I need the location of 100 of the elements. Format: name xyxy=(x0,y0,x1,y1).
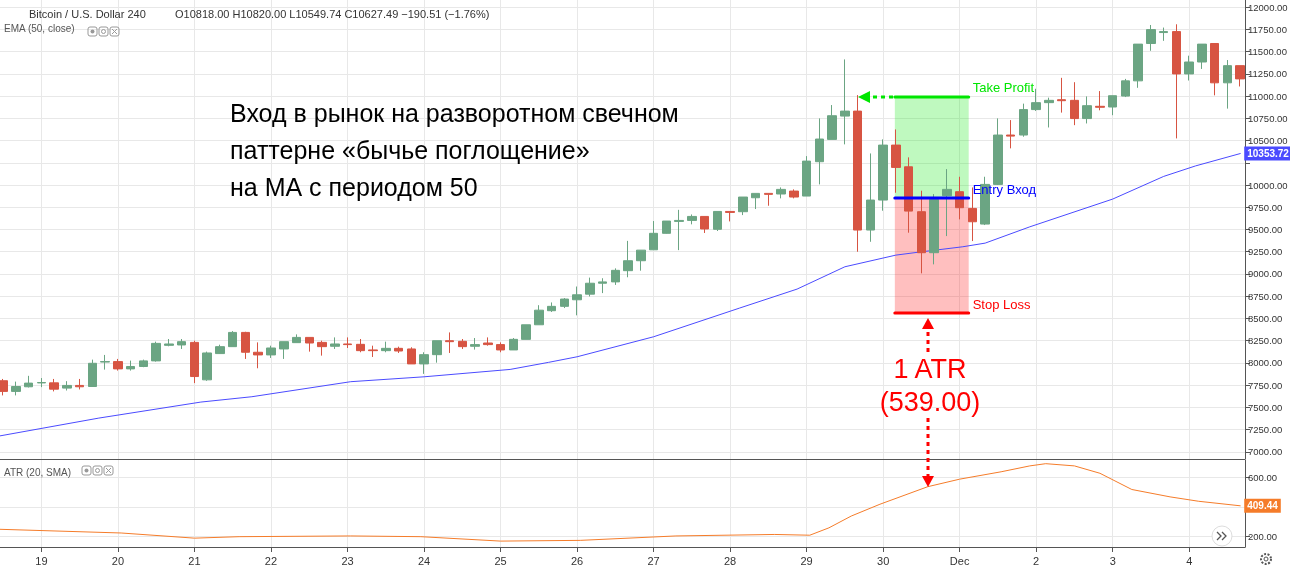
candlestick xyxy=(534,304,544,326)
candlestick xyxy=(292,333,301,344)
x-tick-label: 3 xyxy=(1109,554,1116,567)
x-tick-label: 22 xyxy=(264,554,278,567)
x-tick-label: 29 xyxy=(800,554,813,567)
candlestick xyxy=(458,338,467,350)
x-tick-label: 4 xyxy=(1186,554,1193,567)
candlestick xyxy=(853,94,862,253)
x-tick-label: 24 xyxy=(417,554,431,567)
candlestick xyxy=(253,341,263,369)
candlestick xyxy=(1121,78,1130,98)
candlestick xyxy=(241,331,250,360)
candlestick xyxy=(330,336,340,350)
candlestick xyxy=(866,152,875,243)
candlestick xyxy=(164,338,174,347)
candlestick xyxy=(1095,90,1105,111)
candlestick xyxy=(75,378,84,390)
y-tick-label: 11750.00 xyxy=(1248,23,1287,35)
x-tick-label: 27 xyxy=(647,554,660,567)
y-tick-label: 10000.00 xyxy=(1248,179,1288,191)
candlestick xyxy=(419,351,429,375)
candlestick xyxy=(917,190,926,274)
candlestick xyxy=(126,360,135,372)
candlestick xyxy=(611,267,620,286)
candlestick xyxy=(228,330,237,348)
candlestick xyxy=(764,192,773,207)
series-label: Take Profit xyxy=(972,80,1035,96)
y-tick-label: 8000.00 xyxy=(1248,357,1283,369)
candlestick xyxy=(598,277,607,294)
candlestick xyxy=(878,138,888,212)
series-label: Stop Loss xyxy=(972,296,1031,312)
candlestick xyxy=(37,377,46,388)
candlestick xyxy=(113,358,123,372)
y-tick-label: 8750.00 xyxy=(1248,290,1283,302)
candlestick xyxy=(432,340,442,364)
data-label: 10353.72 xyxy=(1247,148,1290,160)
x-tick-label: 30 xyxy=(877,554,890,567)
candlestick xyxy=(407,346,416,365)
x-tick-label: 25 xyxy=(494,554,507,567)
candlestick xyxy=(776,186,786,199)
candlestick xyxy=(88,359,97,388)
candlestick xyxy=(317,340,327,357)
candlestick xyxy=(687,213,697,225)
candlestick xyxy=(815,117,824,185)
candlestick xyxy=(649,220,658,251)
candlestick xyxy=(202,351,212,382)
x-tick-label: 21 xyxy=(188,554,201,567)
y-tick-label: 10500.00 xyxy=(1248,135,1288,147)
annotation: 1 ATR (539.00) xyxy=(879,353,981,417)
candlestick xyxy=(1133,43,1143,89)
candlestick xyxy=(483,336,493,347)
candlestick xyxy=(1172,23,1181,139)
candlestick xyxy=(738,196,748,216)
candlestick xyxy=(929,193,939,265)
candlestick xyxy=(509,337,518,351)
candlestick xyxy=(802,155,811,197)
candlestick xyxy=(751,192,760,210)
x-tick-label: 26 xyxy=(570,554,584,567)
candlestick xyxy=(190,340,199,384)
y-tick-label: 9250.00 xyxy=(1248,246,1283,258)
candlestick xyxy=(942,168,952,237)
y-tick-label: 7250.00 xyxy=(1248,424,1283,436)
candlestick xyxy=(100,354,110,371)
candlestick xyxy=(725,210,735,222)
data-label: 409.44 xyxy=(1247,500,1279,512)
candlestick xyxy=(151,341,161,363)
candlestick xyxy=(279,341,289,360)
y-tick-label: 9500.00 xyxy=(1248,224,1283,235)
text: O10818.00 H10820.00 L10549.74 C10627.49 −190.51 (−1.76%) xyxy=(175,7,490,20)
y-tick-label: 7750.00 xyxy=(1248,379,1283,391)
candlestick xyxy=(827,104,837,140)
y-tick-label: 8500.00 xyxy=(1248,312,1283,324)
y-tick-label: 7000.00 xyxy=(1248,446,1283,458)
candlestick xyxy=(572,286,582,316)
candlestick xyxy=(11,381,21,396)
candlestick xyxy=(24,375,33,388)
candlestick xyxy=(1184,55,1194,81)
candlestick xyxy=(1210,43,1219,96)
y-tick-label: 600.00 xyxy=(1248,472,1278,484)
candlestick xyxy=(521,324,531,340)
candlestick xyxy=(356,338,365,353)
candlestick xyxy=(368,345,378,358)
x-tick-label: 23 xyxy=(341,554,354,567)
y-tick-label: 8250.00 xyxy=(1248,335,1283,347)
annotation: EMA (50, close) xyxy=(4,22,75,34)
y-tick-label: 11500.00 xyxy=(1248,46,1287,58)
y-tick-label: 9750.00 xyxy=(1248,201,1283,213)
candlestick xyxy=(139,359,148,368)
candlestick xyxy=(49,378,59,392)
x-tick-label: 28 xyxy=(723,554,737,567)
y-tick-label: 10750.00 xyxy=(1248,112,1288,124)
candlestick xyxy=(547,301,556,313)
candlestick xyxy=(636,249,646,272)
candlestick xyxy=(1159,27,1168,42)
candlestick xyxy=(1019,103,1028,138)
candlestick xyxy=(904,156,913,234)
y-tick-label: 12000.00 xyxy=(1248,1,1288,13)
y-tick-label: 11000.00 xyxy=(1248,90,1287,102)
candlestick xyxy=(623,240,633,278)
candlestick xyxy=(381,341,391,353)
